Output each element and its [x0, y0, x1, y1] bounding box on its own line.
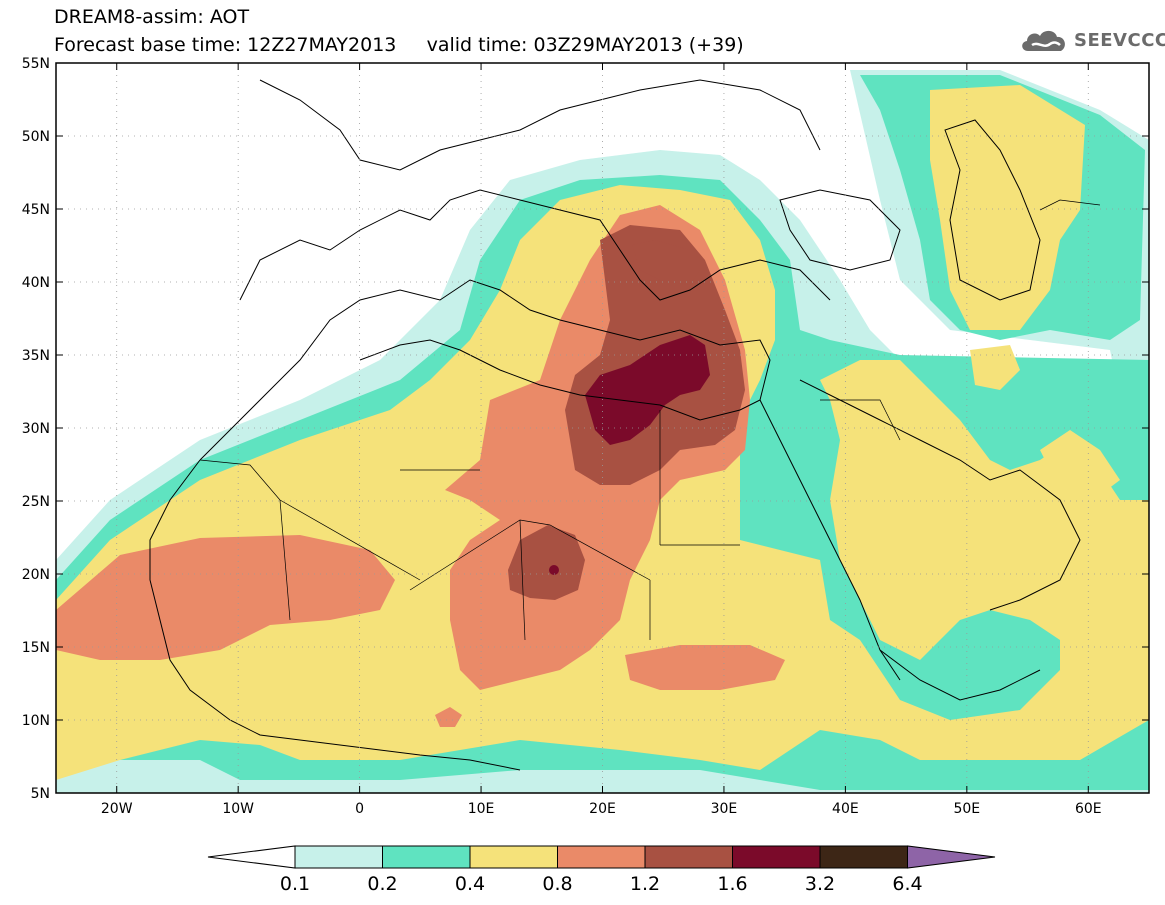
colorbar-over-arrow [907, 845, 996, 869]
chart-title: DREAM8-assim: AOT [54, 6, 250, 28]
aot-band-0.4-gulf-patch [1040, 430, 1120, 495]
lat-tick-label: 15N [22, 640, 50, 656]
lon-tick-label: 10E [468, 801, 495, 817]
latitude-axis: 5N 10N 15N 20N 25N 30N 35N 40N 45N 50N 55N [22, 56, 1149, 802]
colorbar-segment [819, 845, 908, 869]
lon-tick-label: 10W [222, 801, 254, 817]
lon-tick-label: 50E [953, 801, 980, 817]
colorbar-label: 1.2 [630, 873, 660, 895]
colorbar: 0.1 0.2 0.4 0.8 1.2 1.6 3.2 6.4 [207, 845, 996, 895]
lat-tick-label: 45N [22, 202, 50, 218]
lat-tick-label: 5N [31, 786, 50, 802]
lon-tick-label: 20W [101, 801, 133, 817]
aot-band-0.4-iran-patch [970, 345, 1020, 390]
aot-band-1.6-aegean [632, 240, 700, 285]
lat-tick-label: 55N [22, 56, 50, 72]
colorbar-label: 6.4 [892, 873, 922, 895]
colorbar-label: 1.6 [717, 873, 747, 895]
seevccc-logo: SEEVCCC [1018, 22, 1165, 58]
colorbar-under-arrow [207, 845, 296, 869]
colorbar-label: 0.8 [542, 873, 572, 895]
lon-tick-label: 20E [589, 801, 616, 817]
colorbar-segment [382, 845, 471, 869]
logo-text: SEEVCCC [1074, 29, 1165, 51]
lon-tick-label: 40E [832, 801, 859, 817]
aot-band-0.2-south-fringe [56, 760, 1149, 793]
colorbar-segment [732, 845, 821, 869]
grid-lines [56, 63, 1149, 793]
colorbar-label: 3.2 [805, 873, 835, 895]
aot-band-1.2-chad [508, 525, 585, 600]
aot-band-0.8-sudan [625, 645, 785, 690]
chart-subtitle: Forecast base time: 12Z27MAY2013 valid t… [54, 34, 744, 56]
lat-tick-label: 20N [22, 567, 50, 583]
colorbar-label: 0.2 [367, 873, 397, 895]
lat-tick-label: 40N [22, 275, 50, 291]
colorbar-segment [557, 845, 646, 869]
colorbar-segment [294, 845, 383, 869]
cloud-icon [1022, 30, 1065, 51]
lat-tick-label: 30N [22, 421, 50, 437]
lon-tick-label: 30E [711, 801, 738, 817]
aot-band-0.8-nigeria [435, 707, 462, 727]
lat-tick-label: 35N [22, 348, 50, 364]
lon-tick-label: 60E [1075, 801, 1102, 817]
lat-tick-label: 25N [22, 494, 50, 510]
lat-tick-label: 50N [22, 129, 50, 145]
lon-tick-label: 0 [355, 801, 364, 817]
lat-tick-label: 10N [22, 713, 50, 729]
aot-band-1.6 [585, 335, 710, 445]
aot-band-1.6-chad-core [549, 565, 559, 575]
aot-band-0.8 [56, 535, 395, 660]
country-borders [199, 199, 1101, 641]
colorbar-label: 0.1 [280, 873, 310, 895]
colorbar-segment [644, 845, 733, 869]
aot-band-0.4-caspian [930, 85, 1085, 330]
colorbar-segment [469, 845, 558, 869]
longitude-axis: 20W 10W 0 10E 20E 30E 40E 50E 60E [101, 63, 1102, 817]
colorbar-label: 0.4 [455, 873, 485, 895]
